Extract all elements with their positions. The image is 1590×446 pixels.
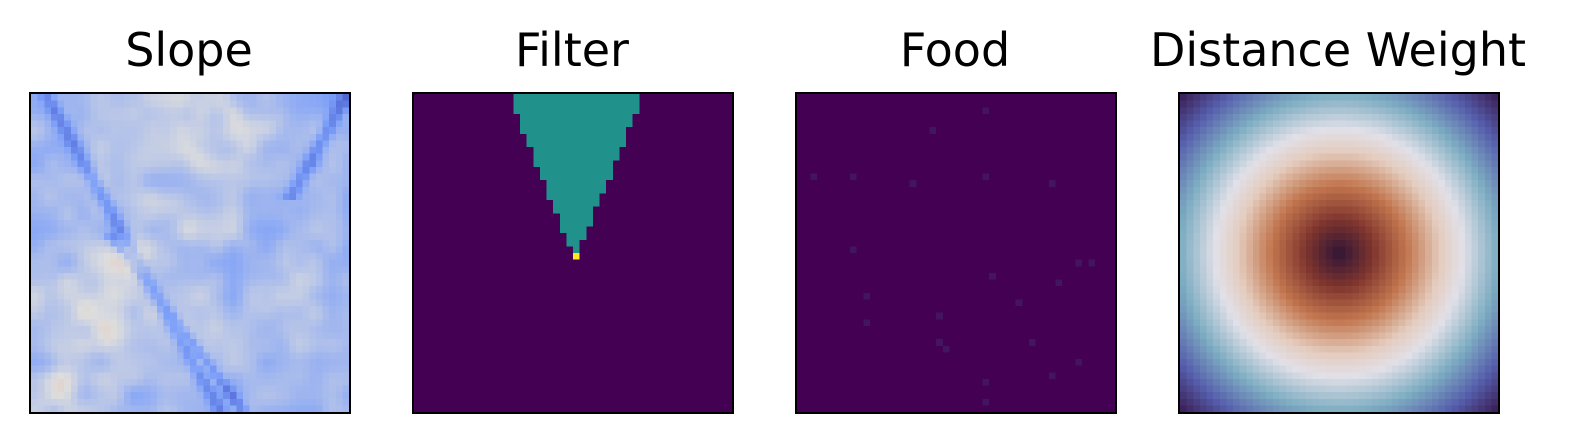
food-heatmap bbox=[795, 92, 1117, 414]
filter-heatmap bbox=[412, 92, 734, 414]
slope-heatmap bbox=[29, 92, 351, 414]
food-title: Food bbox=[899, 23, 1011, 77]
distance-weight-heatmap bbox=[1178, 92, 1500, 414]
filter-title: Filter bbox=[515, 23, 629, 77]
slope-title: Slope bbox=[125, 23, 253, 77]
distance-weight-title: Distance Weight bbox=[1149, 23, 1527, 77]
